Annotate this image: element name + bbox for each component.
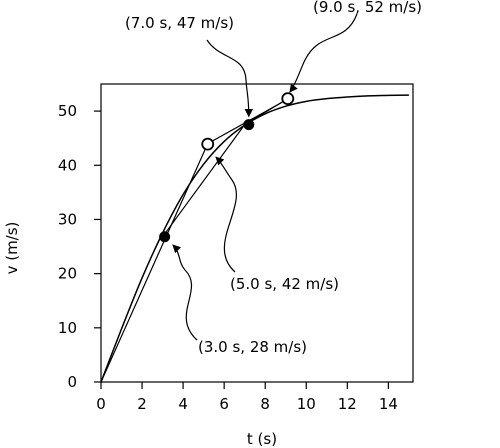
ticks-group: 0 2 4 6 8 10 12 14 0 10 20 30 40 50 — [58, 102, 398, 413]
annotation-arrow — [215, 156, 237, 273]
y-tick-label: 10 — [58, 319, 77, 337]
y-tick-label: 30 — [58, 210, 77, 228]
x-tick-label: 2 — [137, 395, 147, 413]
x-tick-label: 4 — [178, 395, 188, 413]
annotation-label: (7.0 s, 47 m/s) — [125, 14, 234, 32]
y-tick-label: 50 — [58, 102, 77, 120]
plot-frame — [100, 83, 414, 383]
x-tick-label: 10 — [297, 395, 316, 413]
annotation-arrow — [206, 39, 253, 118]
open-point — [281, 92, 295, 106]
secant-segment — [162, 124, 246, 238]
annotation-label: (5.0 s, 42 m/s) — [230, 275, 339, 293]
annotations-group: (3.0 s, 28 m/s) (5.0 s, 42 m/s) (7.0 s, 47… — [125, 0, 422, 356]
x-tick-label: 0 — [96, 395, 106, 413]
x-tick-label: 6 — [219, 395, 229, 413]
x-tick-label: 8 — [260, 395, 270, 413]
annotation-label: (3.0 s, 28 m/s) — [198, 338, 307, 356]
filled-point — [159, 231, 171, 243]
y-tick-label: 20 — [58, 265, 77, 283]
y-axis-label: v (m/s) — [3, 222, 21, 275]
y-tick-label: 40 — [58, 156, 77, 174]
annotation-arrow — [172, 244, 198, 341]
plot-frame-group — [100, 83, 414, 383]
y-tick-label: 0 — [67, 373, 77, 391]
filled-point — [243, 119, 255, 131]
x-tick-label: 12 — [338, 395, 357, 413]
x-tick-label: 14 — [379, 395, 398, 413]
annotation-arrow — [289, 13, 358, 93]
points-group — [159, 92, 295, 243]
x-axis-label: t (s) — [247, 430, 277, 448]
open-point — [201, 137, 215, 151]
secant-segment — [100, 143, 209, 383]
annotation-label: (9.0 s, 52 m/s) — [313, 0, 422, 16]
